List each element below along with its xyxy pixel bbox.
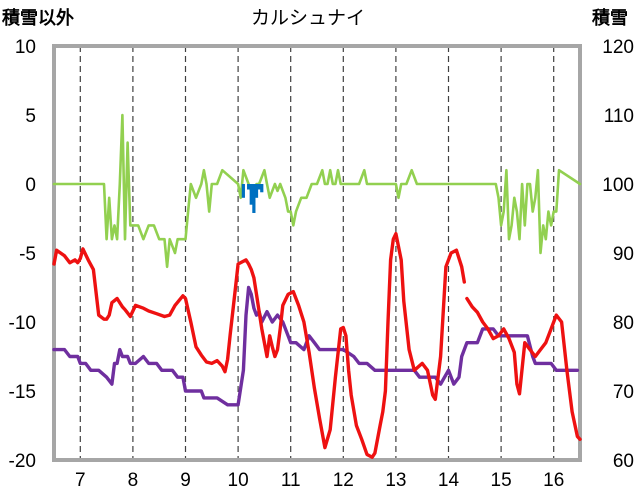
left-tick-label: 5 [25,106,36,127]
series-line-3 [52,113,582,269]
left-tick-label: -10 [9,313,36,334]
right-tick-label: 110 [604,106,634,127]
x-tick-label: 11 [281,470,301,491]
series-line-1 [465,296,582,441]
right-tick-label: 60 [613,451,634,472]
right-tick-label: 70 [613,382,634,403]
series-layer [52,113,582,459]
right-tick-label: 120 [602,37,634,58]
bar-mark [254,184,259,198]
x-tick-label: 10 [228,470,249,491]
right-tick-label: 90 [613,244,634,265]
x-tick-label: 12 [333,470,354,491]
left-tick-label: -20 [9,451,36,472]
left-axis-label: 積雪以外 [1,7,74,29]
right-axis-label: 積雪 [591,7,628,29]
x-tick-label: 14 [438,470,460,491]
bar-mark [247,184,251,190]
bar-mark [257,184,261,190]
left-tick-label: -15 [9,382,36,403]
right-tick-label: 100 [602,175,634,196]
tick-labels: 10 5 0 -5 -10 -15 -20 120 110 100 90 80 70 60 7 8 9 10 11 1… [9,37,634,491]
right-tick-label: 80 [613,313,634,334]
x-tick-label: 8 [128,470,139,491]
bar-mark [252,184,256,213]
left-tick-label: 10 [15,37,36,58]
x-tick-label: 13 [385,470,406,491]
plot-area-border [52,44,582,462]
left-tick-label: -5 [19,244,36,265]
bar-mark [241,184,245,198]
x-tick-label: 16 [543,470,564,491]
chart-title: カルシュナイ [251,7,365,29]
series-line-2 [52,285,580,407]
bar-mark [260,184,264,193]
x-tick-label: 15 [491,470,512,491]
x-tick-label: 7 [75,470,86,491]
bar-mark [249,184,253,205]
left-tick-label: 0 [25,175,36,196]
x-tick-label: 9 [180,470,191,491]
series-line-0 [52,231,466,459]
